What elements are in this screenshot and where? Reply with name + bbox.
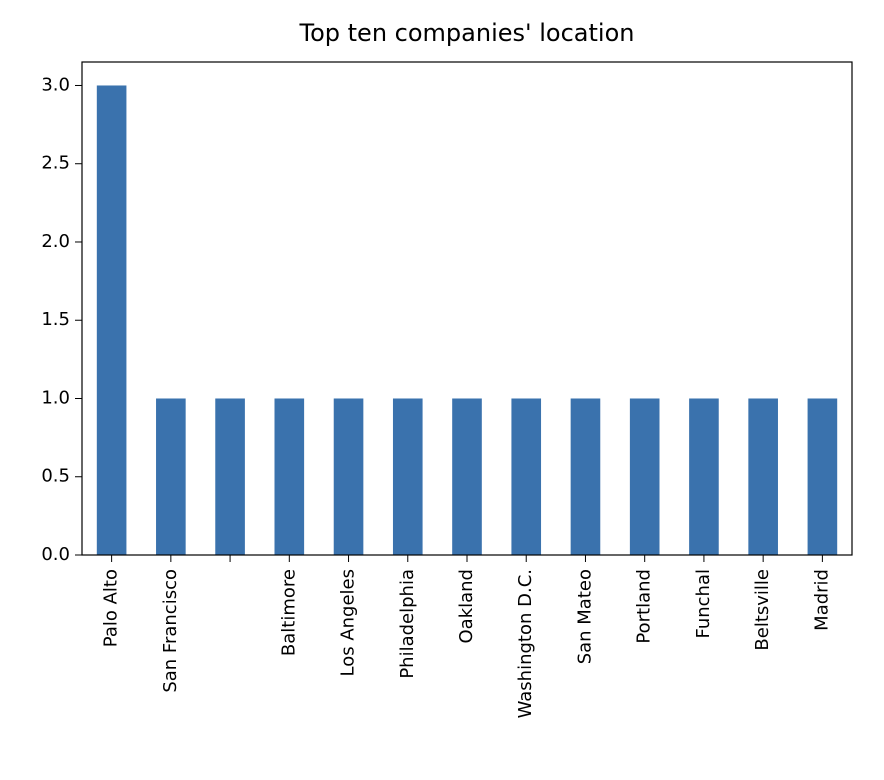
- y-axis: 0.0 0.5 1.0 1.5 2.0 2.5 3.0: [41, 74, 82, 565]
- bar: [689, 398, 719, 555]
- bar: [156, 398, 186, 555]
- bar: [274, 398, 305, 555]
- bar: [511, 398, 542, 555]
- x-tick-label: Los Angeles: [338, 569, 359, 677]
- x-tick-label: Portland: [634, 569, 655, 644]
- bar: [96, 85, 127, 555]
- plot-frame: [81, 61, 853, 556]
- bars-layer: [96, 85, 838, 555]
- x-tick-label: Palo Alto: [101, 569, 122, 647]
- x-tick-label: Oakland: [456, 569, 477, 644]
- bar: [392, 398, 423, 555]
- x-axis: Palo Alto San Francisco Baltimore Los Angel…: [101, 555, 832, 718]
- y-tick-label: 0.0: [41, 544, 70, 565]
- y-tick-label: 2.5: [41, 153, 70, 174]
- x-tick-label: Baltimore: [278, 569, 299, 656]
- x-tick-label: Washington D.C.: [515, 569, 536, 718]
- bar: [629, 398, 660, 555]
- chart-title: Top ten companies' location: [299, 19, 635, 47]
- bar: [333, 398, 364, 555]
- y-tick-label: 3.0: [41, 74, 70, 95]
- x-tick-label: San Mateo: [574, 569, 595, 664]
- bar: [807, 398, 838, 555]
- x-tick-label: Philadelphia: [397, 569, 418, 679]
- y-tick-label: 1.5: [41, 309, 70, 330]
- bar: [452, 398, 482, 555]
- bar: [215, 398, 245, 555]
- y-tick-label: 1.0: [41, 387, 70, 408]
- x-tick-label: Madrid: [811, 569, 832, 631]
- x-tick-label: San Francisco: [160, 569, 181, 693]
- y-tick-label: 2.0: [41, 231, 70, 252]
- x-tick-label: Funchal: [693, 569, 714, 639]
- bar: [748, 398, 778, 555]
- x-tick-label: Beltsville: [752, 569, 773, 651]
- y-tick-label: 0.5: [41, 466, 70, 487]
- bar: [570, 398, 601, 555]
